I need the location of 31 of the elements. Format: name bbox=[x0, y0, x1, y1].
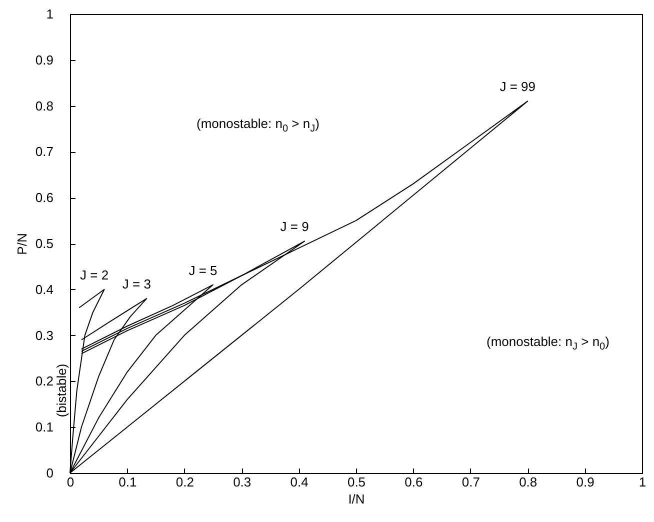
y-tick-label: 0.7 bbox=[35, 144, 54, 160]
x-tick-label: 1 bbox=[638, 474, 646, 490]
x-tick-label: 0.8 bbox=[519, 474, 538, 490]
x-tick-label: 0.5 bbox=[347, 474, 366, 490]
y-tick-label: 0.9 bbox=[35, 52, 54, 68]
annotation: (monostable: n$_{J}$ > n$_{0}$) bbox=[486, 334, 610, 352]
y-tick-label: 0.4 bbox=[35, 282, 54, 297]
series-label: J = 2 bbox=[80, 267, 109, 282]
x-tick-label: 0 bbox=[66, 474, 74, 490]
y-tick-label: 0.2 bbox=[35, 374, 54, 389]
y-tick-label: 0.6 bbox=[35, 190, 54, 206]
series-label: J = 9 bbox=[280, 219, 309, 234]
x-tick-label: 0.1 bbox=[118, 474, 137, 490]
annotation: (monostable: n$_{0}$ > n$_{J}$) bbox=[196, 116, 320, 134]
x-tick-label: 0.3 bbox=[233, 474, 252, 490]
y-tick-label: 0.3 bbox=[35, 328, 54, 343]
y-tick-label: 0.5 bbox=[35, 236, 54, 251]
x-tick-label: 0.2 bbox=[176, 474, 194, 490]
y-tick-label: 1 bbox=[46, 6, 54, 22]
x-tick-label: 0.9 bbox=[576, 474, 594, 490]
x-axis-title: I/N bbox=[348, 492, 365, 506]
x-tick-label: 0.6 bbox=[404, 474, 423, 490]
series-label: J = 99 bbox=[500, 79, 536, 94]
x-tick-label: 0.7 bbox=[462, 474, 480, 490]
y-tick-label: 0.8 bbox=[35, 98, 54, 114]
series-label: J = 3 bbox=[122, 276, 151, 292]
series-label: J = 5 bbox=[188, 262, 218, 278]
x-tick-label: 0.4 bbox=[290, 474, 308, 490]
y-tick-label: 0.1 bbox=[35, 420, 54, 435]
y-axis-title: P/N bbox=[14, 233, 30, 255]
text: (bistable) bbox=[54, 363, 69, 417]
